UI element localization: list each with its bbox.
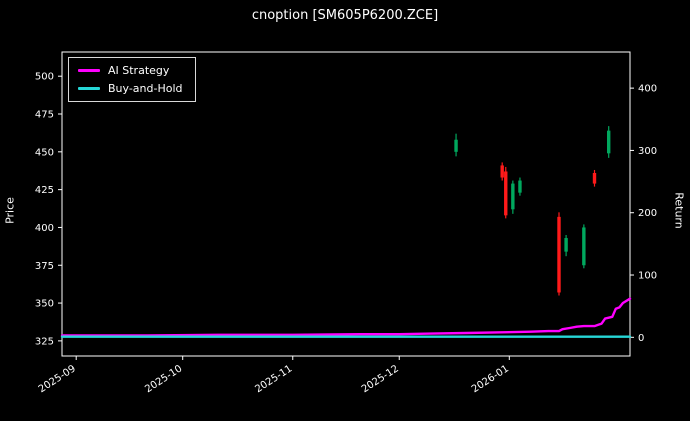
return-tick-label: 200	[638, 208, 657, 219]
date-tick-label: 2025-11	[253, 363, 294, 395]
date-tick-label: 2025-12	[360, 363, 401, 395]
legend-label-ai-strategy: AI Strategy	[108, 64, 170, 77]
price-tick-label: 450	[35, 147, 54, 158]
date-tick-label: 2025-09	[37, 363, 78, 395]
price-tick-label: 500	[35, 72, 54, 83]
candle-body	[607, 130, 611, 154]
legend-label-buy-and-hold: Buy-and-Hold	[108, 82, 183, 95]
candle-body	[500, 165, 504, 178]
return-tick-label: 400	[638, 84, 657, 95]
price-tick-label: 325	[35, 336, 54, 347]
plot-frame	[61, 51, 631, 357]
legend-item-buy-and-hold: Buy-and-Hold	[78, 83, 183, 94]
legend-item-ai-strategy: AI Strategy	[78, 65, 183, 76]
candle-body	[518, 180, 522, 193]
ai-strategy-line-swatch	[78, 69, 100, 72]
chart-title: cnoption [SM605P6200.ZCE]	[251, 8, 439, 23]
date-tick-label: 2026-01	[470, 363, 511, 395]
candle-body	[557, 216, 561, 293]
candle-body	[454, 139, 458, 152]
ai-strategy-line	[60, 297, 632, 337]
return-tick-label: 100	[638, 271, 657, 282]
candle-body	[564, 238, 568, 252]
price-tick-label: 425	[35, 185, 54, 196]
legend: AI Strategy Buy-and-Hold	[68, 57, 196, 102]
buy-and-hold-line-swatch	[78, 87, 100, 90]
candle-body	[504, 171, 508, 216]
date-tick-label: 2025-10	[143, 363, 184, 395]
price-tick-label: 375	[35, 261, 54, 272]
candle-body	[582, 227, 586, 266]
return-tick-label: 300	[638, 146, 657, 157]
candle-body	[511, 183, 515, 210]
price-tick-label: 400	[35, 223, 54, 234]
price-tick-label: 350	[35, 299, 54, 310]
price-tick-label: 475	[35, 110, 54, 121]
candle-body	[592, 172, 597, 184]
return-tick-label: 0	[638, 333, 644, 344]
